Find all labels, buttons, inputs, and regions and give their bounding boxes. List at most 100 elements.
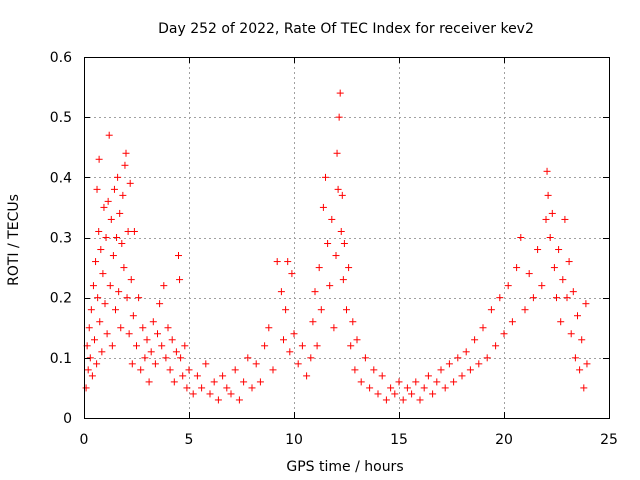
data-point (433, 378, 441, 386)
data-point (124, 227, 132, 235)
data-point (149, 318, 157, 326)
data-point (340, 240, 348, 248)
data-point (437, 366, 445, 374)
data-point (378, 372, 386, 380)
axis-ticks (84, 57, 610, 419)
data-point (280, 336, 287, 344)
data-point (89, 282, 97, 290)
data-point (183, 384, 191, 392)
data-point (115, 288, 123, 296)
data-point (582, 300, 590, 308)
data-point (85, 324, 93, 332)
data-point (391, 390, 399, 398)
data-point (223, 384, 231, 392)
data-point (374, 390, 382, 398)
data-point (553, 294, 560, 302)
data-point (112, 306, 119, 314)
data-point (504, 282, 512, 290)
data-point (202, 360, 210, 368)
data-point (121, 161, 129, 169)
data-point (151, 360, 159, 368)
data-point (206, 390, 214, 398)
data-point (324, 240, 332, 248)
data-point (114, 173, 122, 181)
data-point (351, 366, 359, 374)
data-point (555, 246, 563, 254)
data-point (412, 378, 420, 386)
data-point (117, 324, 125, 332)
data-point (538, 282, 546, 290)
y-tick-label: 0.4 (50, 170, 72, 186)
y-tick-label: 0.1 (50, 351, 72, 367)
data-point (127, 276, 135, 284)
data-point (147, 348, 155, 356)
data-point (333, 149, 341, 157)
data-point (578, 336, 586, 344)
data-point (399, 396, 407, 404)
data-point (370, 366, 378, 374)
data-point (145, 378, 153, 386)
data-point (105, 131, 113, 139)
data-point (332, 252, 340, 260)
data-point (337, 227, 345, 235)
data-point (126, 179, 134, 187)
data-point (122, 149, 130, 157)
data-point (317, 306, 325, 314)
data-point (107, 215, 115, 223)
data-point (441, 384, 449, 392)
data-point (513, 264, 521, 272)
data-point (170, 378, 178, 386)
x-tick-label: 0 (80, 432, 89, 448)
data-point (185, 366, 193, 374)
data-point (256, 378, 264, 386)
data-point (106, 282, 114, 290)
data-point (458, 372, 466, 380)
data-point (574, 312, 581, 320)
data-point (277, 288, 285, 296)
data-point (130, 227, 138, 235)
data-point (335, 113, 343, 121)
data-point (119, 191, 127, 199)
data-point (561, 215, 569, 223)
y-tick-label: 0 (63, 411, 72, 427)
data-point (84, 366, 92, 374)
data-point (339, 276, 347, 284)
data-point (349, 318, 357, 326)
data-point (313, 342, 321, 350)
data-point (265, 324, 273, 332)
data-point (345, 264, 353, 272)
data-point (294, 360, 302, 368)
data-point (128, 360, 136, 368)
data-point (395, 378, 403, 386)
data-point (565, 258, 573, 266)
data-point (227, 390, 235, 398)
data-point (103, 330, 111, 338)
data-point (282, 306, 290, 314)
data-point (104, 197, 112, 205)
data-point (563, 294, 571, 302)
data-point (160, 282, 168, 290)
data-point (82, 384, 90, 392)
grid-lines (84, 57, 609, 418)
x-axis-label: GPS time / hours (286, 459, 403, 475)
data-point (450, 378, 458, 386)
data-point (343, 306, 350, 314)
data-point (366, 384, 374, 392)
data-point (487, 306, 495, 314)
chart-title: Day 252 of 2022, Rate Of TEC Index for r… (158, 21, 534, 37)
data-point (248, 384, 256, 392)
data-point (382, 396, 390, 404)
data-point (567, 330, 575, 338)
data-point (198, 384, 206, 392)
data-point (219, 372, 227, 380)
data-point (100, 203, 108, 211)
data-point (483, 354, 491, 362)
x-tick-label: 5 (185, 432, 194, 448)
data-point (154, 330, 161, 338)
y-tick-label: 0.5 (50, 110, 72, 126)
data-point (322, 173, 329, 181)
data-point (244, 354, 252, 362)
data-point (252, 360, 260, 368)
data-point (471, 336, 479, 344)
